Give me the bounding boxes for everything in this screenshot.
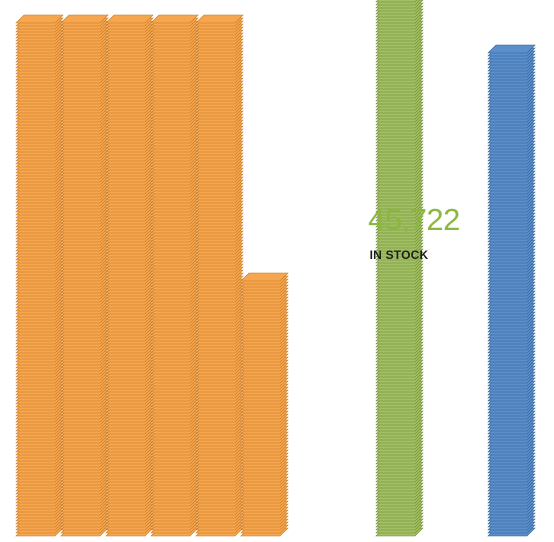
orange-stack-1	[60, 14, 109, 537]
stack-sheet	[15, 14, 64, 24]
orange-stack-5	[240, 272, 289, 537]
bars-layer	[15, 0, 536, 537]
green-stack	[375, 0, 424, 537]
stack-sheet	[105, 14, 154, 24]
orange-stack-3	[150, 14, 199, 537]
stack-sheet	[195, 14, 244, 24]
orange-stack-4	[195, 14, 244, 537]
stack-sheet	[487, 44, 536, 54]
in-stock-label: IN STOCK	[369, 248, 429, 262]
stack-sheet	[375, 0, 418, 3]
stack-sheet	[150, 14, 199, 24]
in-stock-number: 45,722	[368, 202, 460, 237]
stack-sheet	[240, 272, 289, 282]
blue-stack	[487, 44, 536, 537]
orange-stack-2	[105, 14, 154, 537]
orange-stack-0	[15, 14, 64, 537]
stack-sheet	[60, 14, 109, 24]
